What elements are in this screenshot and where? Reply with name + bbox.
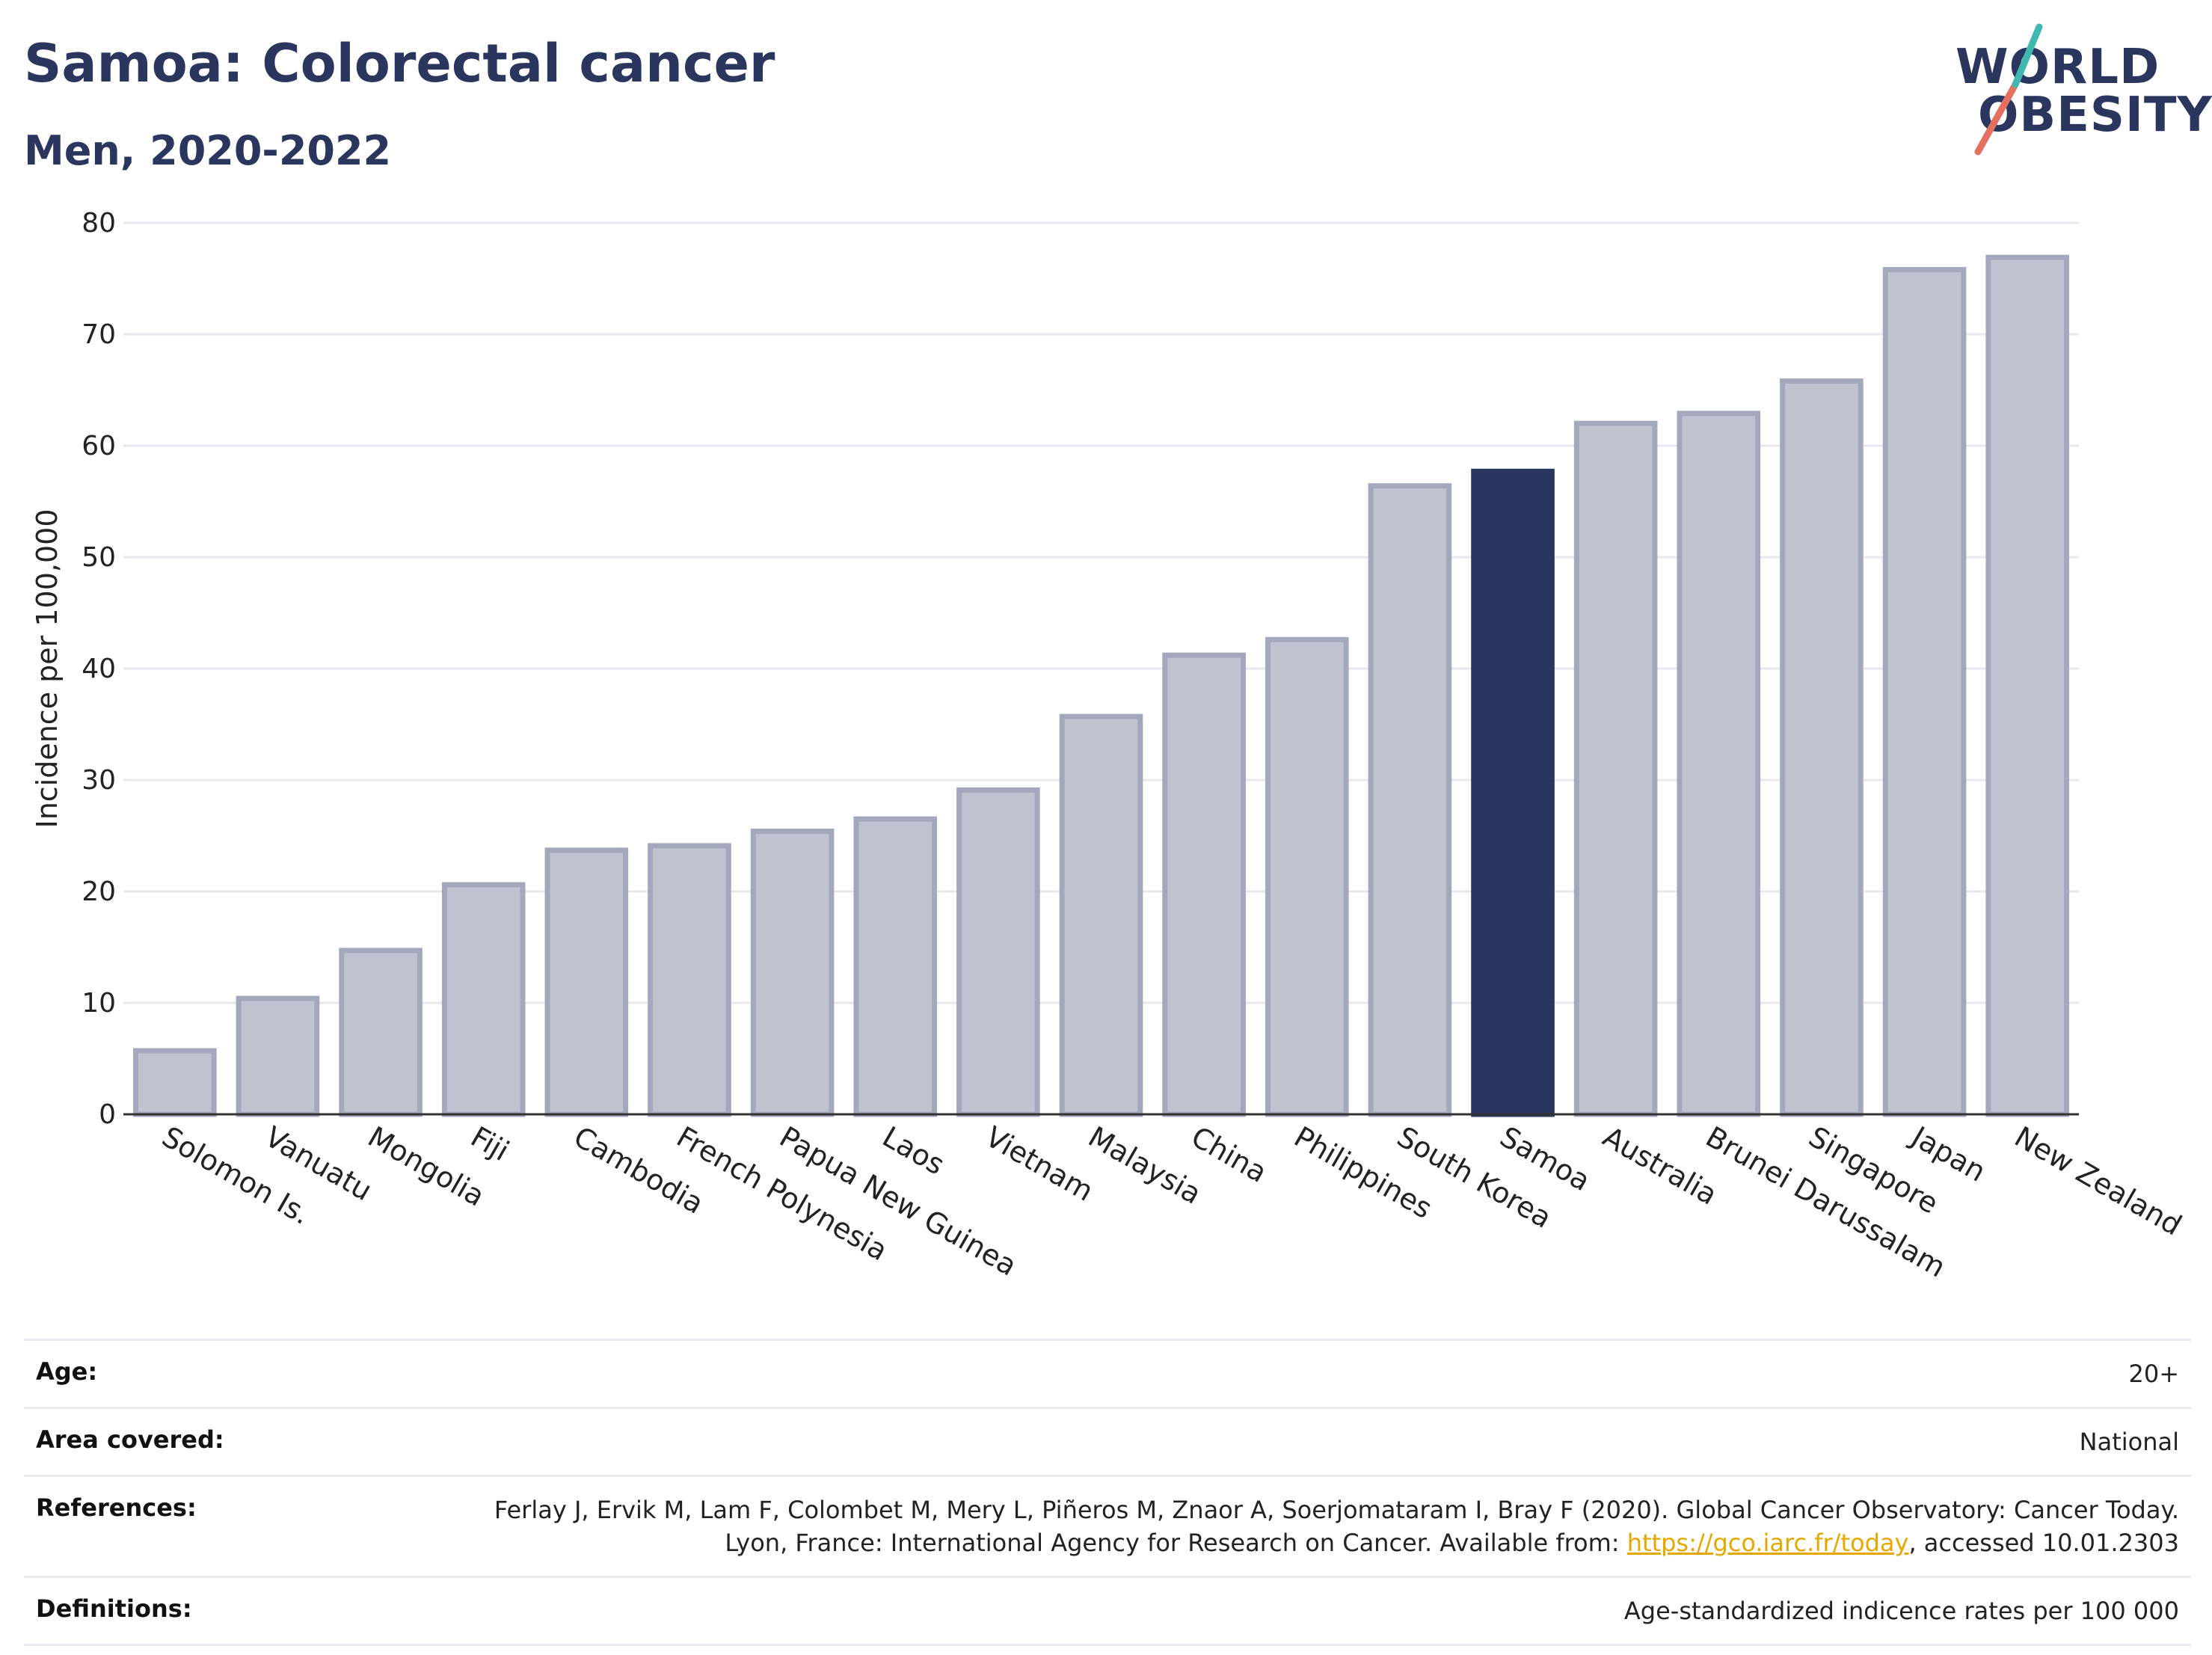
- bar-japan: [1882, 267, 1967, 1117]
- footer-row-age: Age: 20+: [24, 1339, 2191, 1407]
- bar-french-polynesia: [648, 843, 731, 1117]
- bar-new-zealand: [1985, 254, 2069, 1117]
- references-value: Ferlay J, Ervik M, Lam F, Colombet M, Me…: [459, 1493, 2179, 1559]
- y-tick-label: 20: [82, 876, 116, 907]
- footer-row-definitions: Definitions: Age-standardized indicence …: [24, 1576, 2191, 1646]
- bar-china: [1162, 652, 1246, 1117]
- bar-vanuatu: [236, 995, 320, 1117]
- bar-samoa: [1471, 468, 1555, 1117]
- y-tick-label: 50: [82, 542, 116, 573]
- bar-cambodia: [544, 847, 629, 1117]
- y-tick-labels: 0 10 20 30 40 50 60 70 80: [82, 208, 116, 1130]
- world-obesity-logo: WORLD OBESITY: [1956, 21, 2212, 163]
- definitions-value: Age-standardized indicence rates per 100…: [1623, 1597, 2179, 1625]
- footer-row-area: Area covered: National: [24, 1407, 2191, 1475]
- area-covered-value: National: [2079, 1428, 2179, 1456]
- bar-vietnam: [956, 787, 1040, 1117]
- bar-malaysia: [1059, 713, 1143, 1117]
- bar-mongolia: [339, 948, 423, 1117]
- x-tick-label: Fiji: [465, 1120, 514, 1167]
- y-tick-label: 0: [99, 1099, 116, 1130]
- x-tick-label: Laos: [877, 1120, 950, 1182]
- bar-singapore: [1780, 378, 1864, 1117]
- x-tick-label: Mongolia: [363, 1120, 491, 1213]
- area-covered-label: Area covered:: [36, 1425, 224, 1454]
- x-tick-label: New Zealand: [2009, 1120, 2187, 1242]
- logo-line-1: WORLD: [1956, 40, 2160, 95]
- chart-title: Samoa: Colorectal cancer: [24, 33, 775, 94]
- bars: [123, 254, 2079, 1117]
- x-tick-label: Vietnam: [980, 1120, 1099, 1208]
- bar-philippines: [1265, 636, 1349, 1117]
- footer-row-references: References: Ferlay J, Ervik M, Lam F, Co…: [24, 1475, 2191, 1576]
- bar-fiji: [441, 882, 526, 1117]
- references-link[interactable]: https://gco.iarc.fr/today: [1626, 1529, 1909, 1557]
- y-axis-label: Incidence per 100,000: [31, 509, 64, 828]
- bar-laos: [853, 816, 938, 1117]
- bar-australia: [1573, 420, 1658, 1117]
- references-text: Ferlay J, Ervik M, Lam F, Colombet M, Me…: [494, 1496, 2179, 1557]
- logo-slash-icon: [1974, 23, 2043, 156]
- age-label: Age:: [36, 1357, 98, 1386]
- y-tick-label: 80: [82, 208, 116, 239]
- bar-south-korea: [1368, 483, 1452, 1117]
- x-tick-label: Australia: [1597, 1120, 1723, 1212]
- references-label: References:: [36, 1493, 197, 1522]
- bar-solomon-is-: [133, 1048, 217, 1117]
- definitions-label: Definitions:: [36, 1594, 192, 1623]
- y-tick-label: 30: [82, 765, 116, 796]
- logo-line-2: OBESITY: [1978, 87, 2212, 143]
- bar-brunei-darussalam: [1677, 411, 1761, 1117]
- metadata-table: Age: 20+ Area covered: National Referenc…: [24, 1339, 2191, 1646]
- y-tick-label: 70: [82, 319, 116, 350]
- y-tick-label: 60: [82, 431, 116, 461]
- y-tick-label: 10: [82, 988, 116, 1019]
- y-tick-label: 40: [82, 654, 116, 684]
- chart-subtitle: Men, 2020-2022: [24, 127, 392, 174]
- x-tick-label: Malaysia: [1083, 1120, 1207, 1211]
- references-accessed: , accessed 10.01.2303: [1908, 1529, 2179, 1557]
- age-value: 20+: [2128, 1360, 2179, 1388]
- bar-chart: 0 10 20 30 40 50 60 70 80 Solomon Is.VanuatuMong…: [31, 208, 2187, 1284]
- bar-papua-new-guinea: [750, 829, 835, 1117]
